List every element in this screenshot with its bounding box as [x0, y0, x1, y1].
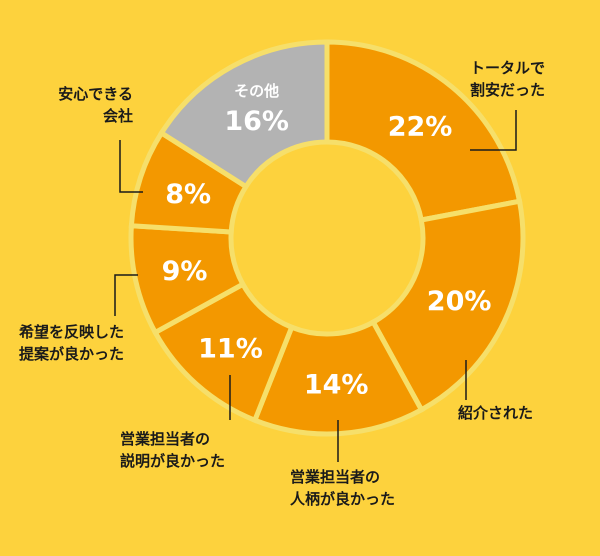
label-total-cheap: トータルで 割安だった: [470, 59, 546, 99]
label-referred: 紹介された: [458, 404, 534, 422]
label-staff-personality: 営業担当者の 人柄が良かった: [290, 468, 396, 508]
leader-line-total-cheap: [470, 110, 517, 151]
percent-label-proposal: 9%: [162, 256, 208, 287]
slice-referred: [369, 198, 526, 414]
label-staff-explanation: 営業担当者の 説明が良かった: [120, 430, 226, 470]
percent-label-trustworthy: 8%: [165, 179, 211, 210]
percent-label-total-cheap: 22%: [388, 112, 453, 143]
percent-label-referred: 20%: [427, 286, 492, 317]
leader-lines: [114, 110, 517, 462]
percent-label-other: 16%: [224, 106, 289, 137]
label-trustworthy: 安心できる 会社: [58, 85, 133, 125]
leader-line-trustworthy: [119, 140, 143, 193]
donut-slices: [128, 39, 526, 437]
percent-labels: 22% 20% 14% 11% 9% 8% その他 16%: [162, 82, 492, 401]
slice-total-cheap: [324, 39, 523, 223]
percent-label-staff-explanation: 11%: [198, 334, 263, 365]
label-proposal: 希望を反映した 提案が良かった: [19, 323, 125, 363]
other-name-label: その他: [234, 82, 279, 100]
slice-other: [158, 39, 330, 191]
percent-label-staff-personality: 14%: [304, 370, 369, 401]
leader-line-proposal: [114, 274, 138, 316]
